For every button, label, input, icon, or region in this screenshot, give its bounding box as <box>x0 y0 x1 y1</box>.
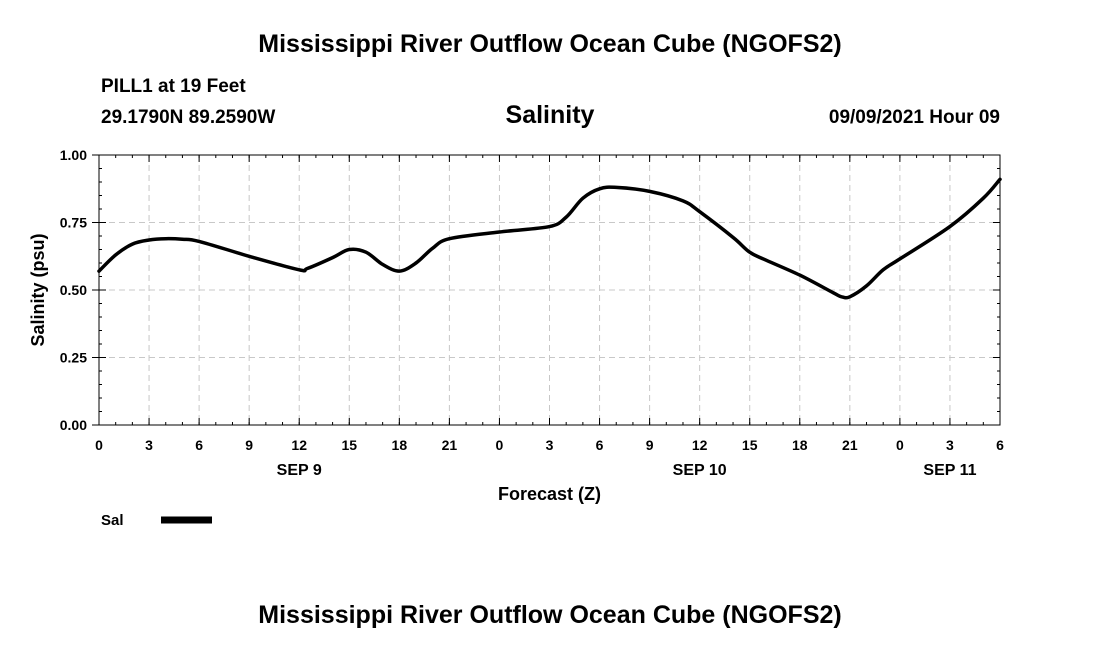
chart-subtitle: Salinity <box>505 101 595 129</box>
x-tick-label: 15 <box>742 437 758 453</box>
x-tick-label: 0 <box>896 437 904 453</box>
x-tick-label: 3 <box>145 437 153 453</box>
series-line-sal <box>97 177 1002 300</box>
x-tick-label: 12 <box>692 437 708 453</box>
y-tick-label: 0.50 <box>60 282 87 298</box>
x-tick-label: 6 <box>596 437 604 453</box>
x-tick-label: 0 <box>496 437 504 453</box>
y-tick-label: 1.00 <box>60 147 87 163</box>
x-tick-label: 3 <box>946 437 954 453</box>
station-label: PILL1 at 19 Feet <box>101 76 246 97</box>
chart-title-bottom: Mississippi River Outflow Ocean Cube (NG… <box>258 601 842 629</box>
x-tick-label: 9 <box>245 437 253 453</box>
x-tick-label: 18 <box>392 437 408 453</box>
y-axis-label: Salinity (psu) <box>28 233 48 346</box>
forecast-datetime: 09/09/2021 Hour 09 <box>828 107 1000 128</box>
y-tick-label: 0.25 <box>60 350 87 366</box>
x-tick-label: 21 <box>442 437 458 453</box>
coordinates-label: 29.1790N 89.2590W <box>101 107 276 128</box>
x-tick-label: 3 <box>546 437 554 453</box>
x-tick-label: 9 <box>646 437 654 453</box>
date-label: SEP 9 <box>277 462 322 479</box>
x-axis-label: Forecast (Z) <box>498 484 601 504</box>
y-tick-label: 0.75 <box>60 215 87 231</box>
x-tick-label: 6 <box>996 437 1004 453</box>
chart-title-top: Mississippi River Outflow Ocean Cube (NG… <box>258 30 842 58</box>
legend-label: Sal <box>101 512 124 529</box>
x-tick-label: 15 <box>341 437 357 453</box>
x-tick-label: 18 <box>792 437 808 453</box>
x-tick-label: 12 <box>291 437 307 453</box>
date-label: SEP 10 <box>673 462 727 479</box>
y-tick-label: 0.00 <box>60 417 87 433</box>
x-tick-label: 21 <box>842 437 858 453</box>
x-tick-label: 6 <box>195 437 203 453</box>
date-label: SEP 11 <box>923 462 976 479</box>
x-tick-label: 0 <box>95 437 103 453</box>
